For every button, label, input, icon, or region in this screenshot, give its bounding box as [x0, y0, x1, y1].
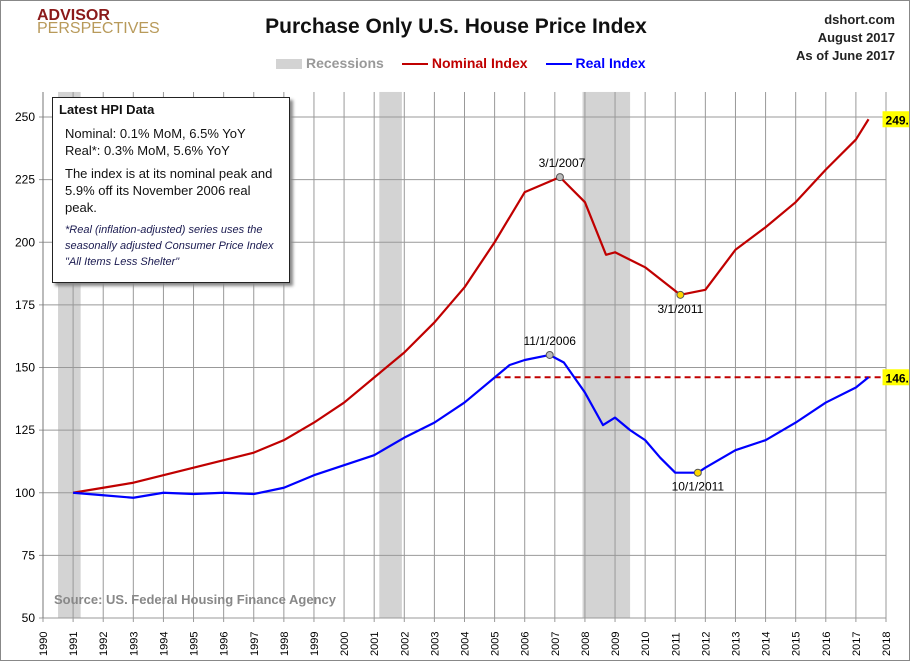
- x-tick-label: 2017: [851, 632, 863, 656]
- annotation-label: 10/1/2011: [672, 480, 725, 494]
- peak-marker: [676, 290, 685, 299]
- x-tick-label: 1998: [279, 632, 291, 656]
- x-tick-label: 1997: [249, 632, 261, 656]
- x-tick-label: 2015: [791, 632, 803, 656]
- x-tick-label: 2001: [369, 632, 381, 656]
- y-tick-label: 50: [22, 611, 36, 625]
- x-tick-label: 2004: [460, 632, 472, 656]
- x-tick-label: 2018: [881, 632, 893, 656]
- x-tick-label: 2010: [640, 632, 652, 656]
- x-tick-label: 2014: [761, 632, 773, 656]
- y-tick-label: 175: [15, 298, 35, 312]
- y-tick-label: 125: [15, 423, 35, 437]
- peak-marker: [545, 350, 554, 359]
- y-tick-label: 150: [15, 361, 35, 375]
- annotation-label: 3/1/2007: [539, 156, 586, 170]
- x-tick-label: 1990: [38, 632, 50, 656]
- x-tick-label: 1999: [309, 632, 321, 656]
- nominal-index-line: [72, 118, 870, 494]
- y-tick-label: 75: [22, 548, 36, 562]
- x-tick-label: 1995: [189, 632, 201, 656]
- x-tick-label: 2008: [580, 632, 592, 656]
- x-tick-label: 2003: [429, 632, 441, 656]
- x-tick-label: 2009: [610, 632, 622, 656]
- x-tick-label: 1992: [98, 632, 110, 656]
- x-tick-label: 1994: [158, 632, 170, 656]
- x-tick-label: 1993: [128, 632, 140, 656]
- legend-real: Real Index: [545, 55, 646, 71]
- y-tick-label: 250: [15, 110, 35, 124]
- legend: Recessions Nominal Index Real Index: [276, 55, 646, 71]
- annotation-label: 3/1/2011: [657, 302, 703, 316]
- value-label: 146.1: [886, 371, 910, 385]
- value-label: 249.1: [886, 113, 910, 127]
- legend-nominal: Nominal Index: [401, 55, 528, 71]
- x-tick-label: 2000: [339, 632, 351, 656]
- real-index-line: [73, 353, 870, 499]
- info-summary: The index is at its nominal peak and 5.9…: [65, 166, 273, 215]
- x-tick-label: 2012: [700, 632, 712, 656]
- site: dshort.com: [824, 12, 895, 27]
- value-label-bg: [882, 369, 909, 386]
- source-block: dshort.com August 2017 As of June 2017: [796, 11, 895, 65]
- annotation-label: 11/1/2006: [523, 334, 576, 348]
- recession-band: [582, 91, 631, 618]
- y-tick-label: 100: [15, 486, 35, 500]
- y-tick-label: 200: [15, 235, 35, 249]
- logo-text-1: ADVISOR: [37, 7, 110, 24]
- peak-marker: [555, 173, 564, 182]
- x-tick-label: 2016: [821, 632, 833, 656]
- recession-band: [379, 91, 402, 618]
- x-tick-label: 1991: [68, 632, 80, 656]
- value-label-bg: [882, 111, 909, 128]
- chart-title: Purchase Only U.S. House Price Index: [265, 15, 647, 38]
- x-tick-label: 1996: [219, 632, 231, 656]
- logo-text-2: PERSPECTIVES: [37, 20, 160, 37]
- x-tick-label: 2013: [730, 632, 742, 656]
- x-tick-label: 2002: [399, 632, 411, 656]
- info-note: *Real (inflation-adjusted) series uses t…: [65, 224, 274, 268]
- date: August 2017: [817, 30, 895, 45]
- legend-recessions: Recessions: [276, 55, 384, 71]
- peak-marker: [693, 468, 702, 477]
- as-of: As of June 2017: [796, 48, 895, 63]
- info-box: Latest HPI Data Nominal: 0.1% MoM, 6.5% …: [52, 97, 290, 283]
- y-tick-label: 225: [15, 173, 35, 187]
- source-note: Source: US. Federal Housing Finance Agen…: [54, 592, 336, 607]
- info-heading: Latest HPI Data: [59, 102, 155, 117]
- info-nominal: Nominal: 0.1% MoM, 6.5% YoY Real*: 0.3% M…: [65, 126, 246, 158]
- x-tick-label: 2007: [550, 632, 562, 656]
- x-tick-label: 2006: [520, 632, 532, 656]
- x-tick-label: 2011: [670, 632, 682, 656]
- x-tick-label: 2005: [490, 632, 502, 656]
